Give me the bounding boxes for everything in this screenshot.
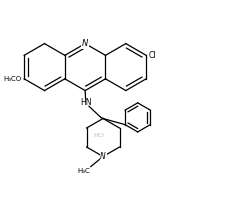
Text: H₃CO: H₃CO [4,76,22,82]
Text: N: N [100,152,106,161]
Text: HN: HN [81,98,92,107]
Text: H₃C: H₃C [77,168,90,174]
Text: HCl: HCl [93,133,104,138]
Text: Cl: Cl [148,51,156,60]
Text: N: N [82,39,88,48]
